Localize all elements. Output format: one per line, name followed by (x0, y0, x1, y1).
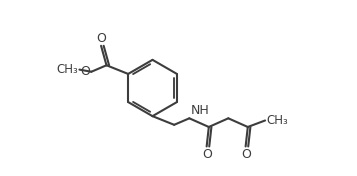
Text: O: O (241, 147, 251, 161)
Text: O: O (80, 65, 90, 78)
Text: CH₃: CH₃ (266, 114, 288, 127)
Text: CH₃: CH₃ (57, 63, 78, 76)
Text: NH: NH (190, 104, 209, 117)
Text: O: O (202, 147, 212, 161)
Text: O: O (96, 32, 106, 45)
